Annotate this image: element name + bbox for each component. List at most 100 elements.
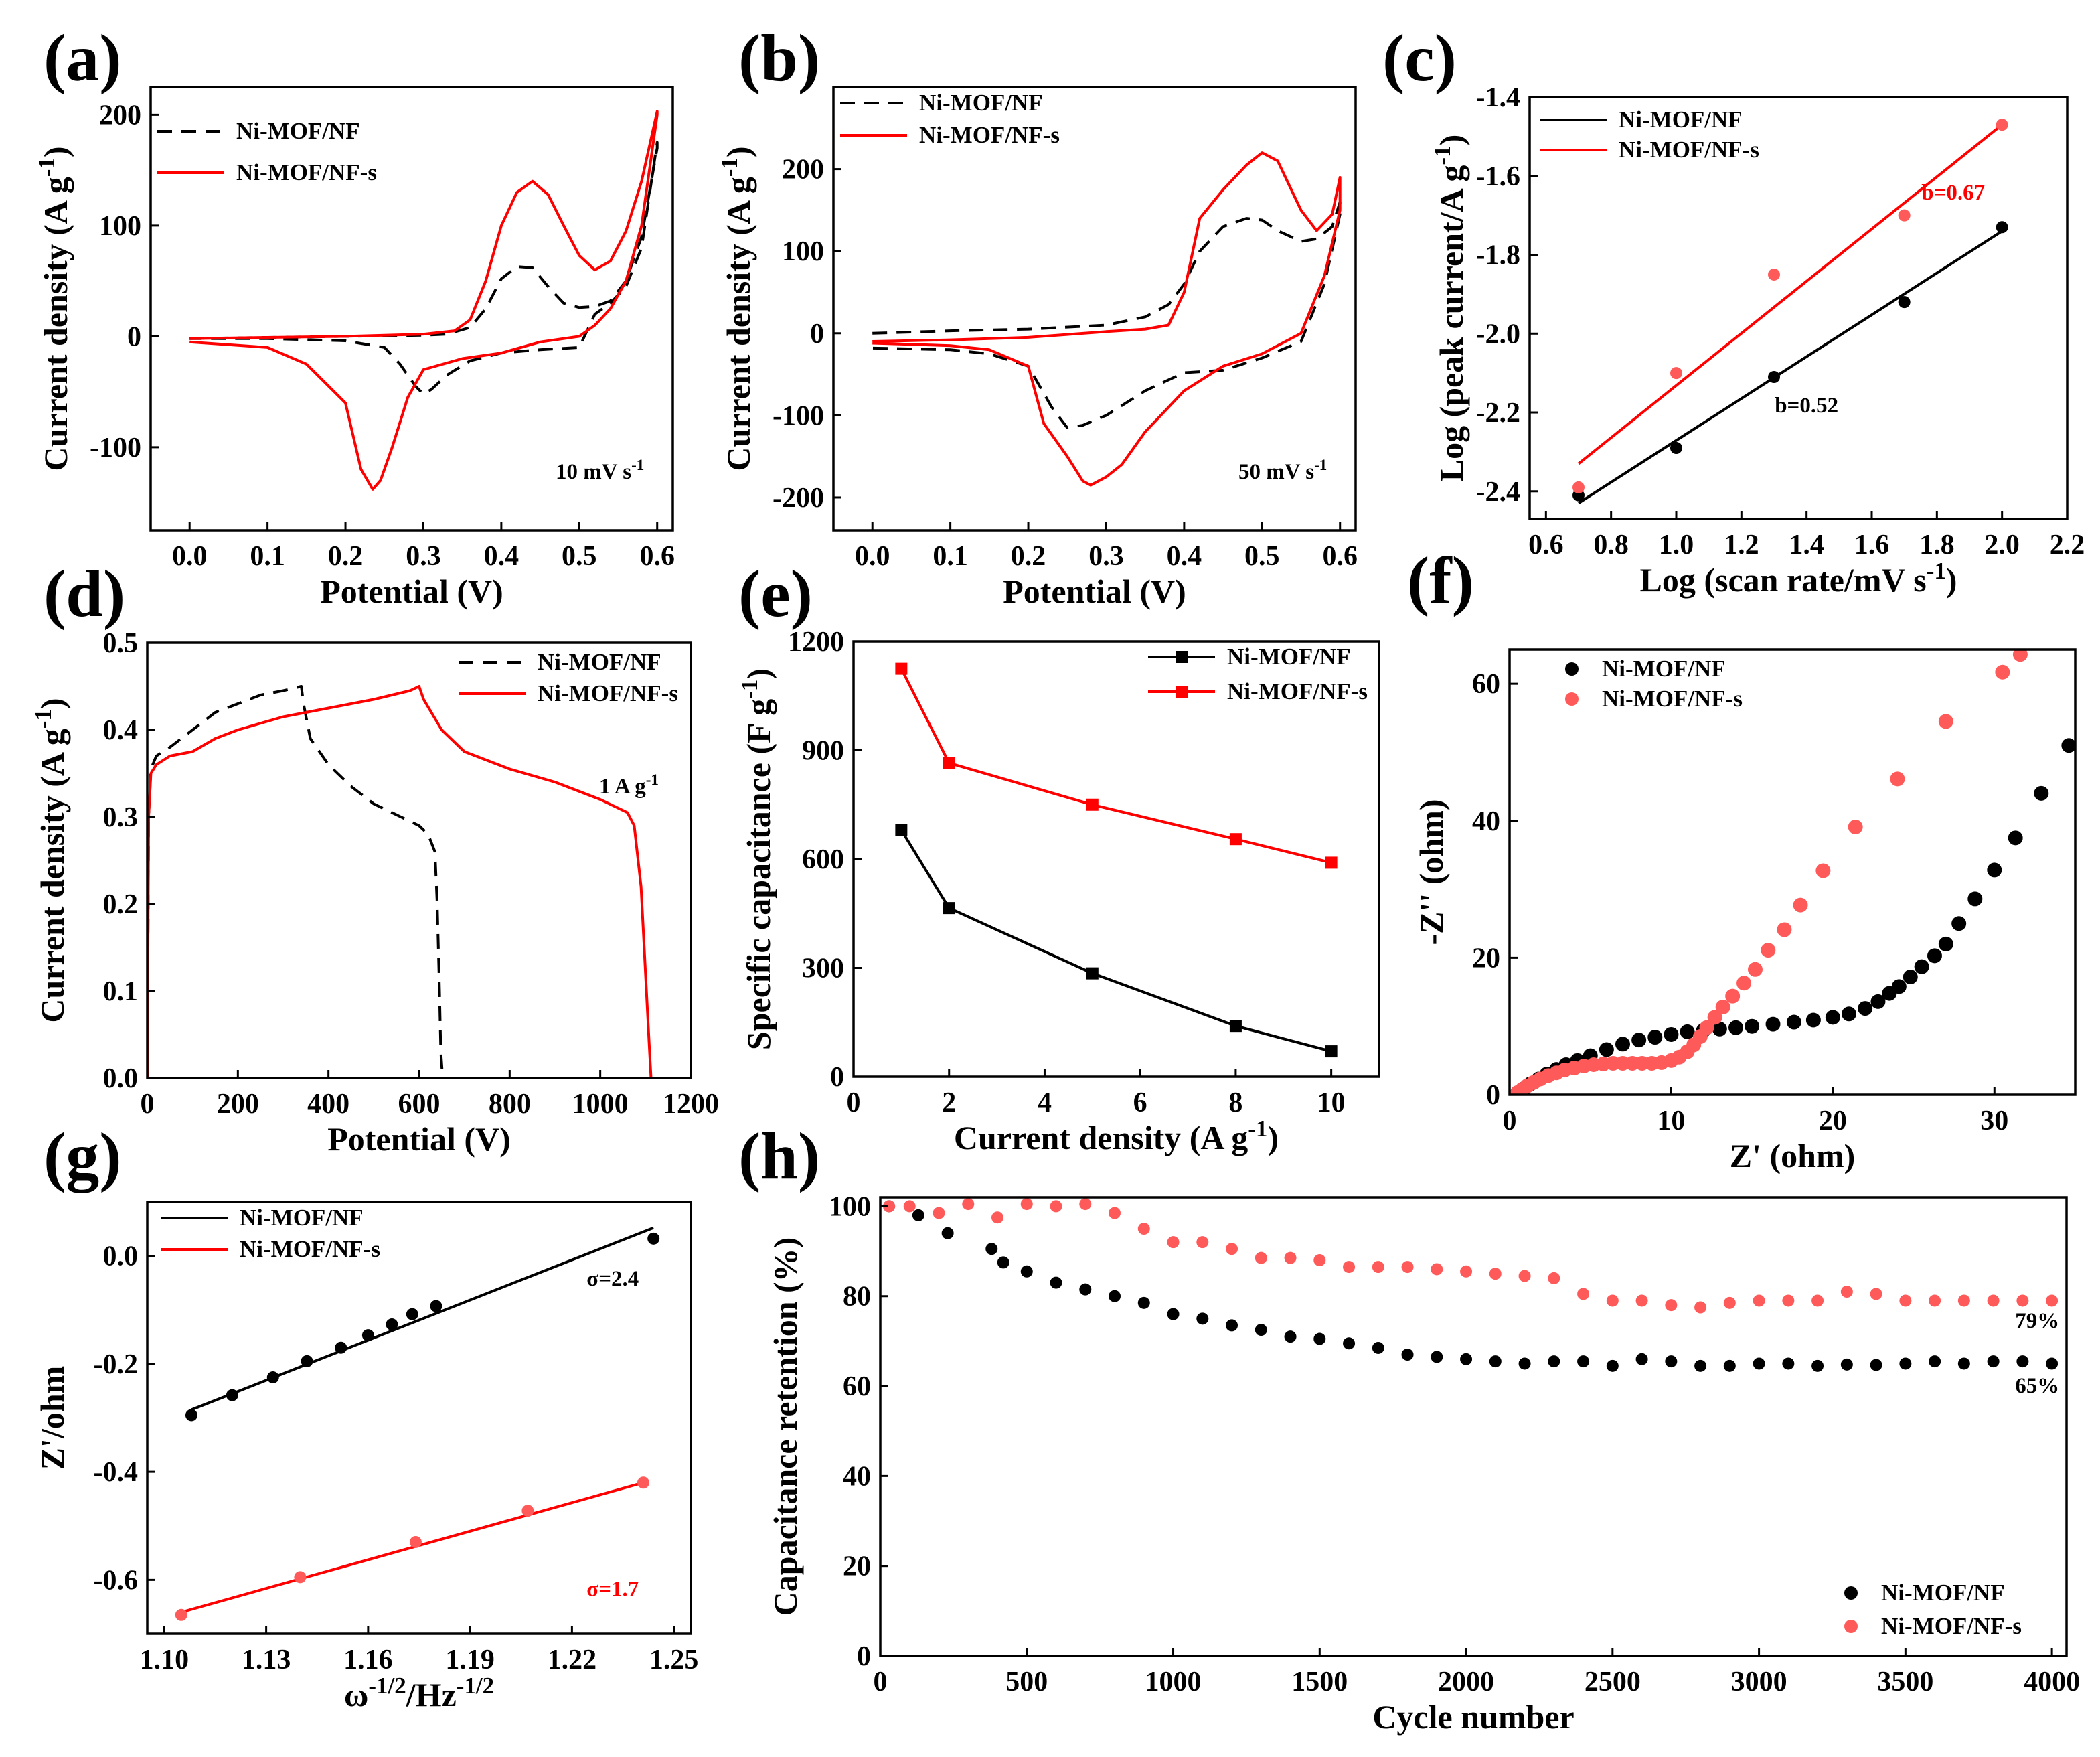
- x-tick-label: 200: [217, 1089, 259, 1120]
- data-point-f: [1647, 1030, 1663, 1045]
- data-point-h: [1548, 1355, 1560, 1368]
- y-axis-title-f: -Z'' (ohm): [1412, 799, 1450, 945]
- x-tick-label: 0.6: [1528, 530, 1564, 560]
- axes-frame-f: [1508, 648, 2077, 1096]
- x-tick-label: 10: [1657, 1105, 1685, 1136]
- y-tick-label: -0.4: [94, 1457, 139, 1488]
- data-point-f: [2034, 785, 2049, 801]
- data-point-h: [1606, 1294, 1619, 1307]
- legend-label-b: Ni-MOF/NF-s: [919, 122, 1060, 148]
- data-point-h: [903, 1200, 916, 1213]
- x-tick-label: 1.13: [242, 1645, 291, 1675]
- data-point-h: [1957, 1294, 1970, 1307]
- data-point-h: [1109, 1290, 1121, 1302]
- y-tick-label: 0: [830, 1062, 844, 1093]
- data-point-h: [1050, 1276, 1062, 1289]
- y-tick-label: -1.8: [1476, 240, 1521, 271]
- data-point-h: [1987, 1294, 2000, 1307]
- plot-area-b: [872, 151, 1342, 487]
- plot-area-a: [189, 110, 659, 491]
- data-point-h: [1284, 1251, 1297, 1264]
- y-tick-label: 0.1: [103, 976, 139, 1007]
- fit-line-g-1: [181, 1481, 644, 1614]
- x-axis-title-g: ω-1/2/Hz-1/2: [344, 1673, 494, 1714]
- x-tick-label: 0: [141, 1089, 155, 1120]
- data-point-h: [912, 1209, 924, 1221]
- x-tick-label: 0.4: [1167, 541, 1202, 572]
- data-point-h: [962, 1198, 975, 1211]
- data-point-h: [1782, 1357, 1795, 1370]
- data-point-h: [1811, 1359, 1824, 1372]
- data-point-h: [1196, 1236, 1209, 1249]
- legend-label-f: Ni-MOF/NF: [1602, 656, 1726, 682]
- data-point-f: [1765, 1016, 1781, 1032]
- panel-g: (g) 1.10 1.13 1.16 1.19 1.22 1.25 -0.6 -0.4 -0.2 0…: [33, 1119, 698, 1713]
- data-point-h: [1401, 1349, 1414, 1361]
- data-point-h: [1548, 1272, 1560, 1284]
- series-line-a-0: [189, 141, 659, 396]
- data-point-h: [1372, 1261, 1384, 1274]
- legend-label-e: Ni-MOF/NF-s: [1227, 678, 1368, 704]
- sigma-label-b: σ=1.7: [586, 1578, 639, 1602]
- data-point-f: [1615, 1037, 1630, 1052]
- panel-b: (b) 0.0 0.1 0.2 0.3 0.4 0.5 0.6 -200 -100 0 100 200 P…: [716, 21, 1358, 610]
- legend-marker: [1176, 651, 1188, 663]
- data-point-h: [1782, 1294, 1795, 1307]
- y-axis-title-e: Specific capacitance (F g-1): [736, 668, 778, 1050]
- annotation-b: 50 mV s-1: [1238, 456, 1327, 484]
- slope-label-b: b=0.67: [1921, 181, 1985, 205]
- data-point-c: [1768, 371, 1780, 384]
- data-point-e: [1325, 856, 1338, 869]
- data-point-h: [1343, 1337, 1356, 1350]
- data-point-h: [1665, 1299, 1678, 1312]
- y-tick-label: 200: [99, 100, 141, 131]
- x-tick-label: 800: [489, 1089, 531, 1120]
- data-point-f: [1858, 1001, 1873, 1016]
- axes-frame-e: [852, 640, 1380, 1078]
- y-tick-label: 0: [857, 1641, 871, 1672]
- plot-area-c: [1572, 119, 2008, 505]
- data-point-h: [1635, 1294, 1648, 1307]
- axes-frame-d: [146, 641, 692, 1079]
- panel-d: (d) 0 200 400 600 800 1000 1200 0.0 0.1 0.2 0.3 0.4 0…: [30, 556, 720, 1158]
- x-tick-label: 0.2: [328, 541, 364, 572]
- panel-label-d: (d): [44, 556, 125, 631]
- x-tick-label: 0.1: [933, 541, 968, 572]
- axes-frame-c: [1528, 96, 2069, 520]
- y-tick-label: 300: [802, 953, 844, 984]
- data-point-g: [226, 1389, 238, 1401]
- data-point-h: [933, 1207, 945, 1219]
- x-tick-label: 1000: [572, 1089, 629, 1120]
- y-tick-label: -0.6: [94, 1565, 139, 1596]
- data-point-h: [941, 1227, 954, 1239]
- x-tick-label: 1.16: [343, 1645, 393, 1675]
- data-point-g: [406, 1308, 418, 1320]
- x-tick-label: 1.8: [1919, 530, 1955, 560]
- series-line-d-1: [147, 685, 653, 1078]
- x-tick-label: 1.19: [445, 1645, 495, 1675]
- y-tick-label: -100: [90, 433, 141, 463]
- data-point-h: [1431, 1351, 1443, 1363]
- x-tick-label: 3500: [1877, 1667, 1933, 1697]
- data-point-f: [1745, 1018, 1760, 1034]
- x-tick-label: 20: [1819, 1105, 1847, 1136]
- data-point-f: [1987, 862, 2002, 878]
- data-point-h: [1518, 1270, 1531, 1282]
- data-point-g: [386, 1318, 398, 1331]
- data-point-g: [301, 1355, 313, 1367]
- y-tick-label: -2.2: [1476, 398, 1521, 429]
- data-point-c: [1768, 268, 1780, 281]
- data-point-f: [1891, 979, 1907, 994]
- y-tick-label: -0.2: [94, 1349, 139, 1380]
- x-tick-label: 0: [847, 1087, 861, 1118]
- data-point-f: [1914, 959, 1929, 974]
- x-tick-label: 10: [1317, 1087, 1346, 1118]
- legend-label-e: Ni-MOF/NF: [1227, 643, 1351, 670]
- y-tick-label: 0.2: [103, 889, 139, 920]
- data-point-h: [2046, 1294, 2058, 1307]
- data-point-f: [2012, 650, 2028, 662]
- series-line-b-1: [872, 151, 1342, 487]
- x-tick-label: 2500: [1585, 1667, 1641, 1697]
- data-point-g: [637, 1476, 649, 1489]
- y-tick-label: 0.0: [103, 1241, 139, 1272]
